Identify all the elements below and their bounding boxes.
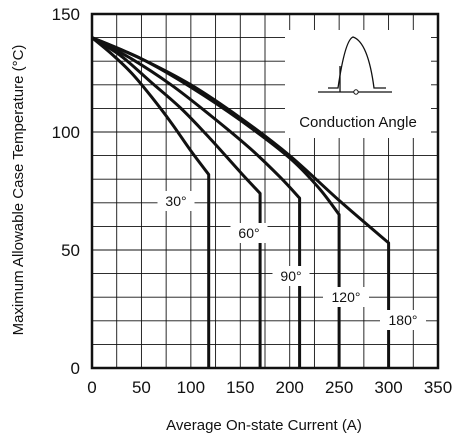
x-tick-label: 150 bbox=[226, 378, 254, 397]
x-tick-label: 350 bbox=[424, 378, 452, 397]
series-line bbox=[91, 36, 211, 368]
x-tick-label: 200 bbox=[276, 378, 304, 397]
curve-label: 90° bbox=[280, 268, 301, 284]
x-tick-label: 0 bbox=[87, 378, 96, 397]
curves bbox=[91, 36, 391, 368]
series-line bbox=[91, 36, 391, 368]
series-line bbox=[91, 36, 302, 368]
x-tick-label: 100 bbox=[177, 378, 205, 397]
y-tick-label: 100 bbox=[52, 123, 80, 142]
series-line bbox=[91, 36, 262, 368]
curve-label-background bbox=[157, 191, 195, 211]
curve-labels: 30° 60° 90° 120° 180° bbox=[157, 191, 426, 330]
origin-dot bbox=[353, 89, 359, 95]
y-tick-label: 50 bbox=[61, 241, 80, 260]
curve-label-background bbox=[323, 287, 369, 307]
curve-label: 60° bbox=[238, 225, 259, 241]
curve-label-background bbox=[272, 266, 310, 286]
plot-frame bbox=[90, 12, 440, 370]
curve-label: 30° bbox=[165, 193, 186, 209]
legend-box bbox=[285, 30, 431, 138]
curve-label-background bbox=[380, 310, 426, 330]
curve-label: 180° bbox=[389, 312, 418, 328]
ticks: 0 50 100 150 200 250 300 350 0 50 100 150 bbox=[52, 5, 453, 397]
x-axis-title: Average On-state Current (A) bbox=[166, 417, 362, 434]
y-tick-label: 0 bbox=[71, 359, 80, 378]
legend-title: Conduction Angle bbox=[299, 114, 417, 131]
x-tick-label: 50 bbox=[132, 378, 151, 397]
y-axis-title: Maximum Allowable Case Temperature (°C) bbox=[10, 45, 27, 336]
legend: Conduction Angle bbox=[285, 30, 431, 138]
curve-label-background bbox=[230, 223, 268, 243]
y-tick-label: 150 bbox=[52, 5, 80, 24]
x-tick-label: 300 bbox=[374, 378, 402, 397]
x-tick-label: 250 bbox=[325, 378, 353, 397]
curve-label: 120° bbox=[332, 289, 361, 305]
conduction-waveform-icon bbox=[328, 36, 386, 89]
